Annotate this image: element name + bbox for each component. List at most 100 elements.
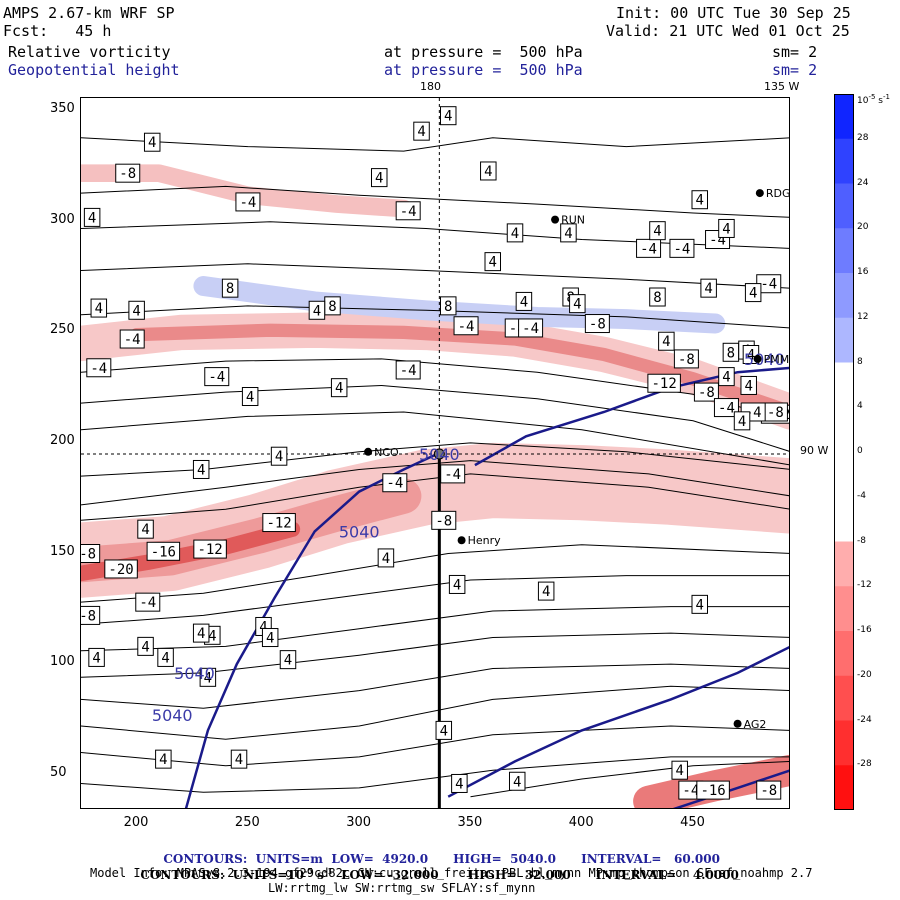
svg-text:-16: -16 — [700, 783, 725, 799]
model-title: AMPS 2.67-km WRF SP — [3, 4, 175, 22]
svg-text:-8: -8 — [81, 608, 96, 624]
top-label-180: 180 — [420, 80, 441, 93]
vorticity-label: 4 — [508, 771, 526, 791]
svg-text:4: 4 — [313, 303, 321, 319]
colorbar-segment — [834, 720, 854, 766]
vorticity-label: 8 — [649, 287, 666, 307]
svg-text:4: 4 — [197, 626, 205, 642]
vorticity-label: -4 — [204, 367, 230, 387]
vorticity-contour-0 — [81, 137, 789, 152]
svg-text:4: 4 — [747, 347, 755, 363]
vorticity-label: -4 — [135, 592, 161, 612]
vorticity-contour-6 — [81, 384, 789, 452]
colorbar-level-label: 12 — [857, 311, 869, 322]
vorticity-label: -16 — [696, 780, 730, 800]
colorbar-unit: 10-5 s-1 — [857, 93, 890, 106]
colorbar-level-label: 20 — [857, 222, 869, 233]
svg-text:-12: -12 — [651, 376, 676, 392]
vorticity-label: -8 — [81, 544, 101, 564]
vorticity-contour-1 — [81, 185, 789, 218]
svg-text:-4: -4 — [139, 595, 156, 611]
vorticity-label: 4 — [700, 278, 717, 298]
svg-text:4: 4 — [722, 221, 730, 237]
footer-vort-units: CONTOURS: UNITS=10 — [140, 868, 304, 882]
y-tick-label: 150 — [50, 543, 75, 559]
station-nco: NCO — [364, 446, 399, 459]
vorticity-label: 4 — [537, 581, 555, 601]
vorticity-contour-19 — [470, 760, 789, 798]
x-tick-label: 200 — [123, 815, 149, 830]
svg-text:4: 4 — [653, 224, 661, 240]
vorticity-label: 4 — [270, 446, 288, 466]
svg-text:4: 4 — [675, 763, 683, 779]
vorticity-contour-18 — [81, 756, 789, 793]
svg-text:4: 4 — [161, 650, 169, 666]
height-label: 5040 — [152, 706, 193, 725]
vorticity-label: -8 — [762, 402, 788, 422]
svg-text:-8: -8 — [589, 317, 606, 333]
colorbar-level-label: 16 — [857, 267, 869, 277]
vorticity-label: 4 — [649, 221, 666, 241]
svg-text:-12: -12 — [197, 542, 222, 558]
svg-text:4: 4 — [696, 597, 704, 613]
colorbar-segment — [834, 631, 854, 677]
svg-text:-4: -4 — [522, 321, 539, 337]
colorbar-frame — [834, 94, 854, 810]
vorticity-label: -8 — [431, 510, 457, 530]
svg-text:8: 8 — [727, 345, 735, 361]
svg-text:4: 4 — [440, 723, 448, 739]
field-name-height: Geopotential height — [8, 61, 180, 79]
svg-text:-4: -4 — [640, 241, 657, 257]
svg-text:-4: -4 — [386, 476, 403, 492]
x-tick-label: 250 — [234, 815, 260, 830]
colorbar-segment — [834, 496, 854, 542]
svg-text:8: 8 — [444, 299, 452, 315]
svg-text:4: 4 — [382, 551, 390, 567]
colorbar-segment — [834, 407, 854, 453]
svg-text:-4: -4 — [718, 401, 735, 417]
vorticity-label: 8 — [439, 296, 457, 316]
svg-text:4: 4 — [744, 378, 752, 394]
height-label: 5040 — [744, 350, 785, 369]
svg-text:4: 4 — [513, 774, 521, 790]
svg-text:4: 4 — [704, 281, 712, 297]
footer-height-high: HIGH= 5040.0 — [453, 852, 557, 866]
y-tick-label: 350 — [50, 101, 75, 117]
svg-text:-4: -4 — [208, 370, 225, 386]
vorticity-label: 4 — [413, 121, 430, 141]
footer-vort-units-exp: -5 — [304, 866, 313, 876]
vorticity-label: 4 — [90, 298, 108, 318]
height-contour-5040-upper — [474, 366, 789, 467]
footer-height-interval: INTERVAL= 60.000 — [581, 852, 720, 866]
svg-text:-4: -4 — [444, 467, 461, 483]
smoothing-vorticity: sm= 2 — [772, 43, 818, 61]
svg-text:-8: -8 — [81, 547, 96, 563]
svg-text:Henry: Henry — [468, 534, 502, 547]
svg-text:-4: -4 — [674, 241, 691, 257]
footer-vort-contours: CONTOURS: UNITS=10-5 s-1 LOW= -32.000 HI… — [132, 852, 738, 882]
height-label: 5040 — [339, 522, 380, 541]
footer-vort-high: HIGH= 32.000 — [467, 868, 571, 882]
svg-text:4: 4 — [197, 462, 205, 478]
vorticity-label: 4 — [370, 168, 388, 188]
colorbar-segment — [834, 675, 854, 721]
south-pole-marker — [433, 448, 445, 460]
colorbar-segment — [834, 94, 854, 140]
vorticity-label: -4 — [713, 398, 739, 418]
svg-text:-8: -8 — [760, 783, 777, 799]
vorticity-label: -8 — [756, 780, 782, 800]
svg-text:4: 4 — [696, 193, 704, 209]
height-contour-5040-diag — [184, 452, 438, 808]
vorticity-label: 4 — [658, 331, 675, 351]
colorbar-level-label: -4 — [857, 490, 866, 501]
svg-text:-4: -4 — [400, 363, 417, 379]
vorticity-label: 4 — [128, 300, 145, 320]
vorticity-label: 4 — [192, 623, 210, 643]
station-run: RUN — [551, 214, 585, 227]
vorticity-label: 4 — [733, 411, 751, 431]
vorticity-label: 4 — [137, 519, 154, 539]
vorticity-label: 8 — [722, 342, 740, 362]
vorticity-contour-17 — [81, 725, 789, 767]
svg-text:-8: -8 — [698, 385, 715, 401]
colorbar-segment — [834, 138, 854, 184]
